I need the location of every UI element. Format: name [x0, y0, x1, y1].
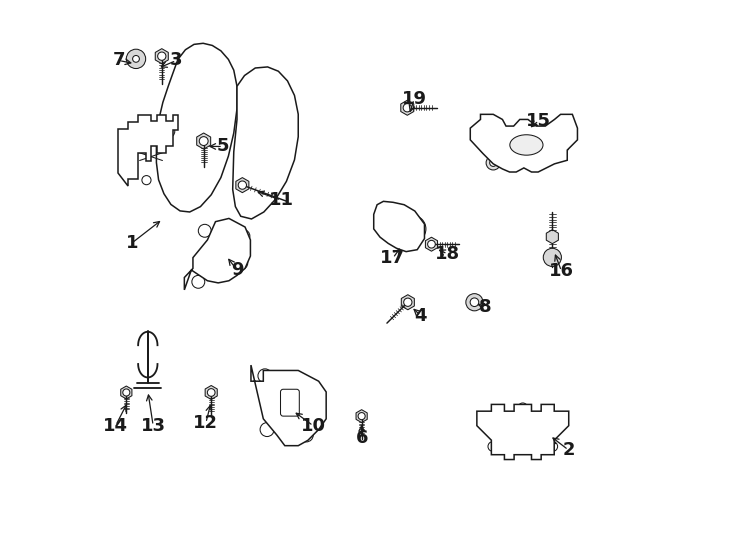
Circle shape — [258, 369, 272, 383]
Text: 8: 8 — [479, 298, 492, 315]
Circle shape — [306, 382, 320, 396]
Circle shape — [158, 52, 166, 60]
Text: 11: 11 — [269, 191, 294, 209]
Circle shape — [142, 176, 151, 185]
Circle shape — [123, 389, 130, 396]
Polygon shape — [401, 100, 414, 115]
Circle shape — [404, 298, 412, 306]
Circle shape — [405, 221, 420, 236]
Text: 6: 6 — [355, 429, 368, 447]
Polygon shape — [184, 218, 250, 290]
Circle shape — [486, 156, 501, 170]
Circle shape — [199, 137, 208, 145]
Polygon shape — [401, 295, 414, 310]
Circle shape — [547, 135, 562, 150]
Circle shape — [382, 230, 390, 238]
Polygon shape — [546, 230, 559, 244]
Ellipse shape — [510, 135, 543, 155]
Circle shape — [133, 56, 139, 62]
Circle shape — [198, 224, 211, 237]
Polygon shape — [374, 201, 424, 252]
Circle shape — [479, 135, 499, 155]
Circle shape — [166, 129, 171, 134]
Text: 2: 2 — [562, 441, 575, 459]
Polygon shape — [477, 404, 569, 460]
Polygon shape — [426, 237, 437, 251]
Circle shape — [235, 256, 248, 269]
Circle shape — [490, 159, 497, 166]
Text: 12: 12 — [193, 414, 218, 432]
Text: 18: 18 — [435, 245, 460, 263]
Circle shape — [260, 423, 274, 436]
Polygon shape — [118, 115, 178, 186]
Text: 3: 3 — [170, 51, 183, 70]
Circle shape — [518, 442, 528, 451]
Circle shape — [239, 181, 247, 189]
Polygon shape — [197, 133, 211, 149]
Circle shape — [382, 211, 390, 218]
Text: 4: 4 — [415, 307, 427, 325]
Circle shape — [162, 125, 175, 138]
Circle shape — [148, 123, 164, 139]
Polygon shape — [251, 365, 326, 446]
Text: 17: 17 — [380, 249, 405, 267]
Text: 1: 1 — [126, 234, 138, 252]
Text: 5: 5 — [217, 138, 229, 156]
Text: 9: 9 — [230, 261, 243, 279]
Circle shape — [192, 275, 205, 288]
Circle shape — [208, 389, 215, 396]
Text: 7: 7 — [112, 51, 125, 70]
Text: 14: 14 — [103, 417, 128, 435]
Text: 10: 10 — [301, 417, 326, 435]
Circle shape — [518, 403, 528, 413]
Text: 15: 15 — [526, 112, 551, 130]
Polygon shape — [120, 386, 132, 399]
Polygon shape — [156, 43, 237, 212]
Polygon shape — [236, 178, 249, 193]
Text: 13: 13 — [141, 417, 166, 435]
Circle shape — [126, 49, 145, 69]
Circle shape — [470, 298, 479, 307]
Circle shape — [548, 442, 558, 451]
Circle shape — [299, 428, 313, 442]
Circle shape — [488, 442, 498, 451]
Circle shape — [539, 127, 570, 158]
Circle shape — [392, 237, 399, 245]
Polygon shape — [233, 67, 298, 219]
Polygon shape — [206, 386, 217, 400]
Text: 16: 16 — [549, 262, 574, 280]
Circle shape — [466, 294, 483, 311]
Circle shape — [399, 215, 426, 242]
Circle shape — [237, 230, 250, 242]
Circle shape — [403, 104, 412, 112]
Circle shape — [484, 140, 494, 150]
Polygon shape — [156, 49, 168, 64]
Circle shape — [543, 248, 562, 266]
Polygon shape — [470, 114, 578, 172]
Text: 19: 19 — [401, 90, 426, 108]
Circle shape — [152, 127, 159, 135]
Polygon shape — [356, 410, 367, 423]
Circle shape — [428, 240, 435, 248]
FancyBboxPatch shape — [280, 389, 299, 416]
Circle shape — [358, 413, 366, 420]
